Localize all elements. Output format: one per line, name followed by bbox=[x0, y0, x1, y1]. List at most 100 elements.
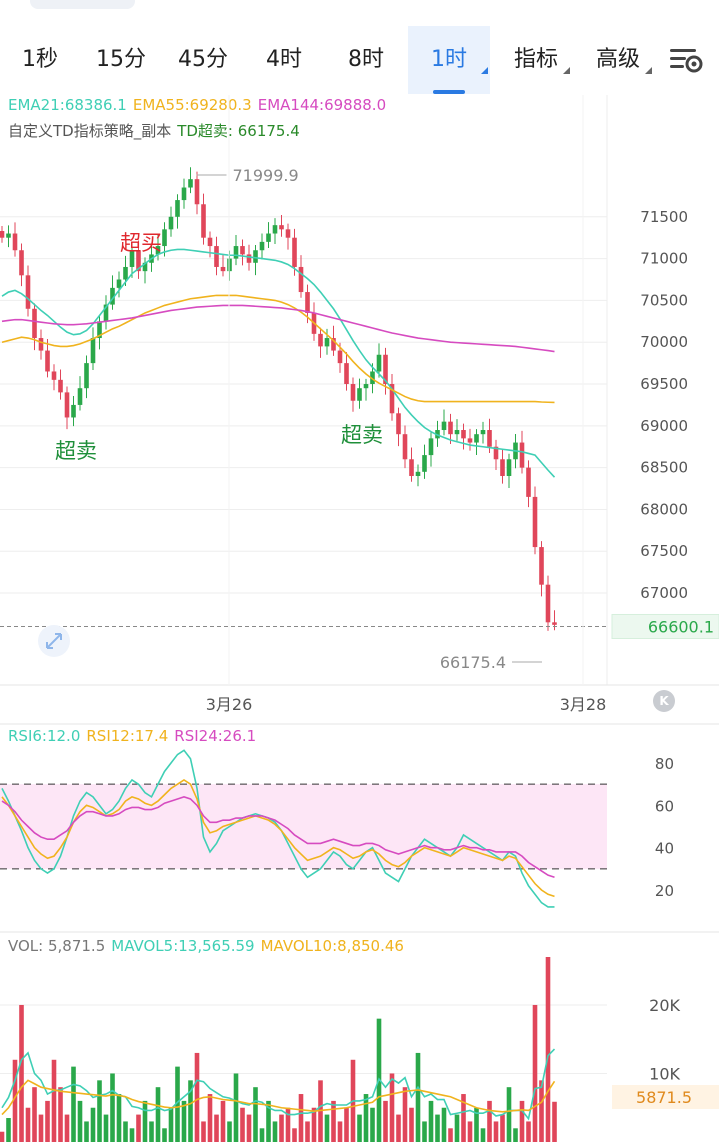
volume-bar bbox=[279, 1114, 284, 1142]
current-vol-label: 5871.5 bbox=[636, 1088, 692, 1107]
candle-body bbox=[136, 250, 141, 272]
expand-arrows-icon[interactable] bbox=[38, 625, 70, 657]
volume-bar bbox=[454, 1114, 460, 1142]
x-date-label: 3月28 bbox=[560, 695, 607, 714]
volume-bar bbox=[441, 1107, 447, 1142]
mavol10-label: MAVOL10:8,850.46 bbox=[260, 937, 404, 955]
volume-bar bbox=[266, 1100, 271, 1142]
volume-bar bbox=[246, 1114, 252, 1142]
volume-bar bbox=[110, 1073, 115, 1142]
tab-label: 1秒 bbox=[22, 47, 58, 72]
volume-bar bbox=[396, 1114, 401, 1142]
tab-15m[interactable]: 15分 bbox=[82, 26, 160, 94]
candle-body bbox=[461, 430, 466, 439]
ema55-label: EMA55:69280.3 bbox=[132, 96, 252, 114]
candle-body bbox=[422, 455, 427, 472]
volume-bar bbox=[136, 1114, 141, 1142]
volume-bar bbox=[123, 1121, 128, 1142]
tab-45m[interactable]: 45分 bbox=[164, 26, 242, 94]
candle-body bbox=[103, 304, 109, 322]
candle-body bbox=[552, 622, 557, 625]
candle-body bbox=[350, 384, 356, 401]
vol-tick-label: 20K bbox=[649, 996, 680, 1015]
candle-body bbox=[19, 250, 24, 276]
candle-body bbox=[90, 338, 96, 364]
candle-body bbox=[279, 225, 284, 230]
candle-body bbox=[38, 338, 44, 351]
tab-advanced[interactable]: 高级 bbox=[582, 26, 654, 94]
volume-bar bbox=[532, 1004, 538, 1142]
volume-bar bbox=[448, 1128, 453, 1142]
mavol-line-mavol10 bbox=[1, 1079, 556, 1116]
volume-bar bbox=[422, 1121, 427, 1142]
volume-bar bbox=[58, 1087, 63, 1142]
candle-body bbox=[123, 266, 128, 280]
volume-bar bbox=[344, 1107, 349, 1142]
volume-bar bbox=[51, 1059, 57, 1142]
volume-bar bbox=[389, 1073, 395, 1142]
candle-body bbox=[110, 287, 115, 305]
tab-label: 高级 bbox=[595, 47, 640, 72]
candle-body bbox=[181, 187, 187, 201]
candle-body bbox=[480, 430, 486, 435]
k-button[interactable]: K bbox=[653, 690, 675, 712]
price-tick-label: 69000 bbox=[640, 417, 688, 435]
rsi-tick-label: 80 bbox=[655, 755, 674, 773]
rsi-band bbox=[0, 784, 607, 869]
candle-body bbox=[58, 379, 63, 393]
volume-bar bbox=[363, 1094, 369, 1142]
volume-bar bbox=[90, 1107, 96, 1142]
rsi-line-rsi24 bbox=[1, 796, 555, 879]
volume-bar bbox=[409, 1107, 414, 1142]
volume-bar bbox=[207, 1094, 213, 1142]
volume-bar bbox=[493, 1121, 499, 1142]
candle-body bbox=[344, 363, 349, 385]
volume-bar bbox=[97, 1080, 102, 1142]
tab-4h[interactable]: 4时 bbox=[246, 26, 322, 94]
candle-body bbox=[539, 547, 544, 585]
volume-bar bbox=[467, 1121, 473, 1142]
candle-body bbox=[214, 246, 219, 267]
candle-body bbox=[396, 413, 401, 435]
volume-bar bbox=[370, 1107, 375, 1142]
rsi-legend: RSI6:12.0 RSI12:17.4 RSI24:26.1 bbox=[8, 727, 262, 745]
ema-line-ema144 bbox=[1, 304, 555, 353]
tab-label: 4时 bbox=[266, 47, 302, 72]
candle-body bbox=[545, 584, 551, 623]
candle-body bbox=[513, 442, 518, 460]
candle-body bbox=[201, 204, 206, 238]
tab-1h[interactable]: 1时 bbox=[408, 26, 490, 94]
volume-bar bbox=[272, 1121, 278, 1142]
volume-bar bbox=[129, 1128, 135, 1142]
candle-body bbox=[0, 231, 5, 238]
candle-body bbox=[175, 200, 180, 217]
tab-indicators[interactable]: 指标 bbox=[500, 26, 572, 94]
candle-body bbox=[519, 442, 525, 468]
candle-body bbox=[487, 430, 492, 447]
tab-1s[interactable]: 1秒 bbox=[4, 26, 76, 94]
volume-bar bbox=[162, 1128, 167, 1142]
vol-tick-label: 10K bbox=[649, 1064, 680, 1083]
candle-body bbox=[233, 246, 239, 259]
candle-body bbox=[155, 246, 161, 255]
candle-body bbox=[129, 250, 135, 267]
volume-bar bbox=[84, 1121, 89, 1142]
candle-body bbox=[298, 266, 304, 293]
settings-sliders-icon[interactable] bbox=[666, 44, 706, 78]
volume-bar bbox=[428, 1100, 434, 1142]
candle-body bbox=[435, 430, 440, 439]
candle-body bbox=[506, 459, 512, 476]
candle-body bbox=[168, 216, 174, 230]
rsi-line-rsi12 bbox=[1, 778, 555, 898]
candle-body bbox=[474, 434, 479, 443]
candle-body bbox=[331, 338, 336, 351]
rsi6-label: RSI6:12.0 bbox=[8, 727, 81, 745]
volume-bar bbox=[259, 1128, 265, 1142]
candle-body bbox=[246, 254, 252, 263]
volume-bar bbox=[519, 1100, 525, 1142]
vol-label: VOL: 5,871.5 bbox=[8, 937, 106, 955]
volume-bar bbox=[233, 1073, 239, 1142]
tab-8h[interactable]: 8时 bbox=[328, 26, 404, 94]
candle-body bbox=[162, 229, 167, 247]
